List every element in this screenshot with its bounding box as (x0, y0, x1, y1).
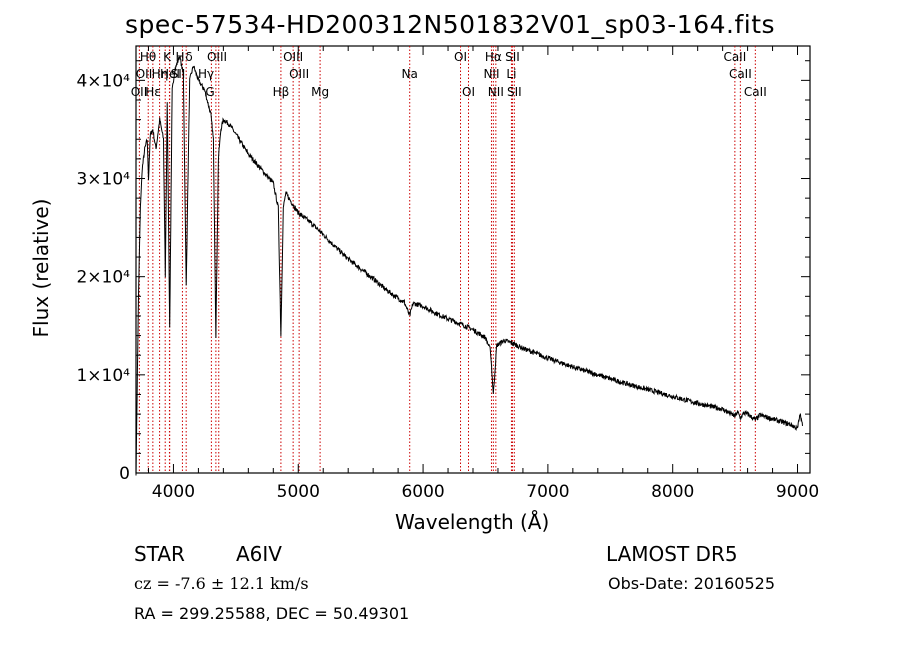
line-label: NII (483, 67, 499, 81)
line-label: OI (454, 50, 467, 64)
line-label: Hα (485, 50, 502, 64)
axis-ticks: 4000 5000 6000 7000 8000 9000 0 1×10⁴ 2×10⁴ 3×10⁴… (76, 46, 819, 502)
line-label: CaII (729, 67, 752, 81)
y-tick-label: 4×10⁴ (76, 71, 130, 91)
line-label: OII (131, 85, 148, 99)
line-label: Na (402, 67, 418, 81)
line-label: Hγ (198, 67, 214, 81)
line-label: CaII (723, 50, 746, 64)
x-tick-label: 9000 (776, 482, 819, 502)
spectrum-line (135, 55, 803, 476)
line-label: SII (171, 67, 186, 81)
line-label: Hθ (140, 50, 156, 64)
line-label: Hε (145, 85, 161, 99)
x-tick-label: 7000 (526, 482, 569, 502)
x-tick-label: 5000 (277, 482, 320, 502)
line-label: δ (185, 50, 192, 64)
spectrum-series (135, 55, 803, 476)
line-label: OIII (207, 50, 227, 64)
line-label: HeI (160, 67, 180, 81)
x-tick-label: 8000 (651, 482, 694, 502)
line-label: SII (507, 85, 522, 99)
coordinates: RA = 299.25588, DEC = 50.49301 (134, 604, 410, 623)
line-label: Hβ (273, 85, 290, 99)
line-label: CaII (744, 85, 767, 99)
y-tick-label: 0 (119, 464, 130, 484)
redshift-value: cz = -7.6 ± 12.1 km/s (134, 574, 309, 593)
line-label: Li (506, 67, 516, 81)
line-label: SII (505, 50, 520, 64)
survey-name: LAMOST DR5 (606, 542, 738, 566)
line-label: NII (488, 85, 504, 99)
y-axis-label: Flux (relative) (29, 199, 53, 338)
line-label: G (205, 85, 214, 99)
y-tick-label: 1×10⁴ (76, 366, 130, 386)
line-labels: HβOIIIOIIIMgNaOIOINIIHαNIILiSIISIICaIICa… (131, 50, 767, 99)
plot-frame (135, 45, 811, 474)
y-tick-label: 3×10⁴ (76, 170, 130, 190)
chart-title: spec-57534-HD200312N501832V01_sp03-164.f… (124, 10, 776, 39)
object-subclass: A6IV (236, 542, 282, 566)
line-label: OII (136, 67, 153, 81)
line-label: Hη (152, 67, 169, 81)
line-label: Mg (311, 85, 329, 99)
line-markers (138, 46, 756, 473)
line-label: H (175, 50, 184, 64)
line-label: OIII (289, 67, 309, 81)
x-tick-label: 6000 (401, 482, 444, 502)
x-tick-label: 4000 (152, 482, 195, 502)
observation-date: Obs-Date: 20160525 (608, 574, 776, 593)
line-label: K (163, 50, 172, 64)
y-tick-label: 2×10⁴ (76, 268, 130, 288)
line-label: OIII (283, 50, 303, 64)
object-class: STAR (134, 542, 185, 566)
line-label: OI (462, 85, 475, 99)
x-axis-label: Wavelength (Å) (395, 510, 550, 534)
plot-border (135, 45, 811, 474)
